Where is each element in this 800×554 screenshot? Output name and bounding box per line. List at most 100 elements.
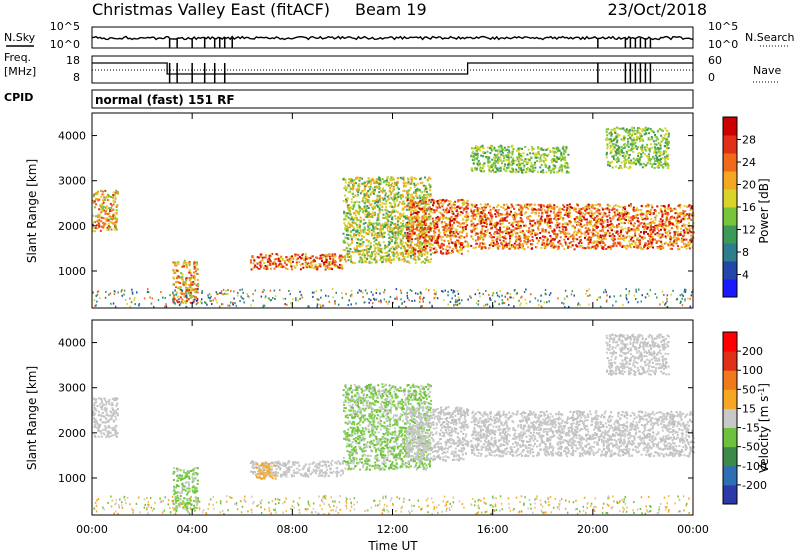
- data-pixel: [504, 170, 507, 173]
- data-pixel: [601, 216, 604, 219]
- data-pixel: [333, 261, 336, 264]
- data-pixel: [328, 255, 331, 258]
- data-pixel: [449, 206, 452, 209]
- data-pixel: [587, 241, 590, 244]
- data-pixel: [690, 240, 693, 243]
- data-pixel: [426, 195, 429, 198]
- data-pixel: [349, 178, 352, 180]
- data-pixel: [390, 183, 393, 186]
- data-pixel: [367, 199, 370, 202]
- data-pixel: [176, 299, 179, 302]
- data-pixel: [529, 222, 532, 225]
- data-pixel: [103, 225, 106, 228]
- data-pixel: [429, 194, 432, 197]
- data-pixel: [416, 244, 419, 247]
- data-pixel: [378, 232, 381, 234]
- data-pixel: [365, 239, 368, 241]
- data-pixel: [342, 200, 345, 203]
- data-pixel: [487, 164, 490, 167]
- data-pixel: [684, 230, 687, 233]
- data-pixel: [394, 197, 397, 200]
- data-pixel: [381, 202, 384, 205]
- data-pixel: [647, 240, 650, 243]
- data-pixel: [318, 257, 321, 260]
- data-pixel: [598, 209, 601, 212]
- data-pixel: [583, 208, 586, 210]
- data-pixel: [454, 245, 457, 248]
- data-pixel: [517, 203, 520, 206]
- data-pixel: [466, 212, 469, 215]
- data-pixel: [587, 203, 590, 206]
- data-pixel: [634, 232, 637, 235]
- data-pixel: [409, 244, 412, 247]
- data-pixel: [452, 251, 454, 253]
- data-pixel: [428, 217, 431, 220]
- data-pixel: [417, 241, 419, 244]
- data-pixel: [659, 209, 662, 212]
- data-pixel: [634, 229, 637, 232]
- data-pixel: [92, 201, 95, 204]
- data-pixel: [557, 171, 559, 173]
- data-pixel: [194, 291, 197, 293]
- data-pixel: [423, 209, 426, 212]
- data-pixel: [568, 208, 571, 211]
- data-pixel: [356, 232, 359, 235]
- data-pixel: [679, 230, 682, 233]
- data-pixel: [499, 239, 502, 242]
- data-pixel: [332, 258, 335, 261]
- data-pixel: [401, 202, 403, 205]
- data-pixel: [104, 206, 107, 209]
- data-pixel: [606, 218, 609, 221]
- data-pixel: [549, 225, 552, 227]
- data-pixel: [452, 232, 455, 235]
- data-pixel: [393, 258, 395, 261]
- data-pixel: [376, 246, 379, 249]
- data-pixel: [377, 214, 380, 217]
- data-pixel: [621, 238, 624, 240]
- data-pixel: [552, 158, 555, 161]
- data-pixel: [307, 257, 310, 260]
- data-pixel: [403, 216, 406, 218]
- data-pixel: [360, 249, 363, 252]
- data-pixel: [635, 246, 638, 249]
- data-pixel: [476, 149, 479, 152]
- data-pixel: [349, 234, 352, 237]
- data-pixel: [534, 222, 537, 225]
- data-pixel: [102, 205, 105, 208]
- data-pixel: [363, 254, 366, 257]
- data-pixel: [491, 239, 494, 242]
- data-pixel: [596, 240, 599, 243]
- data-pixel: [441, 199, 444, 202]
- data-pixel: [548, 165, 551, 168]
- data-pixel: [112, 199, 115, 202]
- data-pixel: [380, 250, 382, 253]
- data-pixel: [350, 255, 353, 257]
- data-pixel: [480, 241, 483, 244]
- data-pixel: [401, 234, 404, 237]
- data-pixel: [571, 206, 574, 209]
- data-pixel: [390, 176, 393, 179]
- data-pixel: [399, 176, 402, 179]
- data-pixel: [587, 237, 590, 240]
- data-pixel: [514, 246, 517, 249]
- data-pixel: [333, 260, 336, 263]
- data-pixel: [472, 226, 475, 229]
- data-pixel: [423, 232, 426, 235]
- data-pixel: [533, 208, 536, 211]
- data-pixel: [342, 178, 345, 181]
- data-pixel: [459, 226, 462, 228]
- data-pixel: [428, 210, 431, 213]
- data-pixel: [511, 205, 514, 208]
- data-pixel: [567, 153, 570, 156]
- data-pixel: [351, 222, 354, 225]
- data-pixel: [543, 205, 546, 208]
- data-pixel: [343, 210, 346, 213]
- data-pixel: [116, 204, 119, 207]
- data-pixel: [424, 186, 427, 189]
- data-pixel: [356, 217, 358, 220]
- data-pixel: [341, 256, 344, 258]
- data-pixel: [111, 218, 114, 221]
- data-pixel: [637, 155, 640, 157]
- data-pixel: [511, 151, 514, 154]
- data-pixel: [497, 145, 500, 148]
